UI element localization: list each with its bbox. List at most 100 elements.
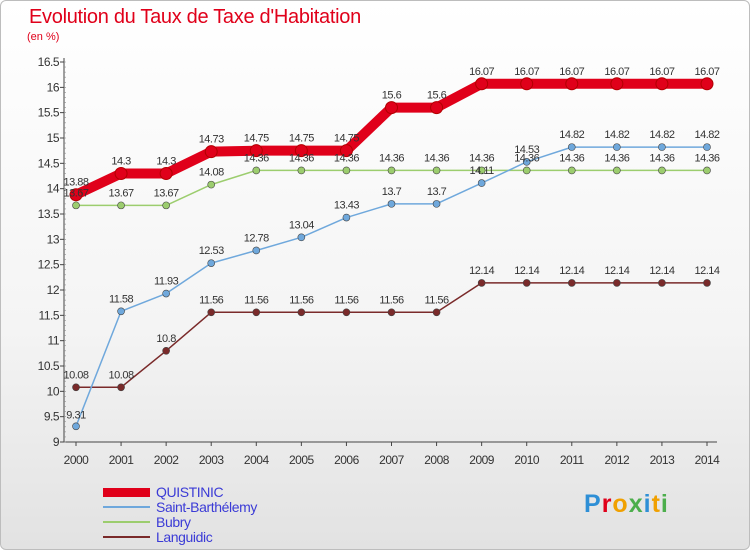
data-label: 12.14 [649, 265, 674, 277]
x-tick-label: 2003 [199, 453, 225, 467]
data-point [703, 143, 711, 151]
data-point [339, 144, 353, 158]
data-label: 14.36 [559, 152, 584, 164]
y-tick-label: 16.5 [38, 55, 60, 69]
data-point [342, 308, 351, 317]
data-point [252, 246, 261, 255]
data-label: 14.11 [470, 165, 495, 177]
data-point [69, 188, 83, 202]
data-label: 14.36 [514, 152, 539, 164]
y-tick-label: 11 [48, 334, 60, 348]
data-point [204, 145, 218, 159]
data-label: 13.67 [63, 187, 88, 199]
data-label: 15.6 [382, 90, 402, 102]
data-point [475, 77, 489, 91]
data-label: 14.36 [604, 152, 629, 164]
data-label: 11.58 [109, 293, 134, 305]
data-label: 15.6 [427, 90, 447, 102]
data-label: 14.3 [156, 155, 176, 167]
data-point [297, 233, 306, 242]
data-label: 16.07 [514, 66, 539, 78]
data-point [207, 308, 216, 317]
data-point [72, 422, 80, 431]
data-point [432, 166, 441, 175]
data-label: 16.07 [649, 66, 674, 78]
data-point [613, 166, 621, 175]
x-tick-label: 2002 [154, 453, 180, 467]
y-tick-label: 12 [47, 283, 60, 297]
data-point [613, 143, 621, 151]
data-point [522, 166, 531, 175]
data-point [387, 308, 396, 317]
logo-letter: i [643, 490, 652, 518]
data-point [520, 77, 534, 91]
data-label: 14.75 [244, 133, 269, 145]
data-point [387, 166, 396, 175]
y-tick-label: 9 [53, 435, 60, 449]
logo-letter: i [660, 490, 669, 518]
data-point [703, 279, 711, 287]
data-label: 14.53 [514, 144, 539, 156]
x-tick-label: 2006 [334, 453, 360, 467]
data-point [294, 144, 308, 158]
x-tick-label: 2004 [244, 453, 270, 467]
data-label: 14.36 [649, 152, 674, 164]
data-point [703, 166, 711, 175]
data-point [159, 166, 173, 180]
data-label: 13.7 [382, 186, 402, 198]
y-tick-label: 9.5 [44, 410, 60, 424]
data-label: 14.3 [111, 155, 131, 167]
data-point [342, 166, 351, 175]
chart-title: Evolution du Taux de Taxe d'Habitation [29, 6, 361, 28]
data-point [658, 143, 666, 151]
x-tick-label: 2005 [289, 453, 315, 467]
y-tick-label: 14 [47, 182, 60, 196]
data-point [114, 166, 128, 180]
legend-swatch [103, 506, 150, 508]
data-label: 14.82 [649, 129, 674, 141]
data-label: 14.08 [199, 167, 224, 179]
y-tick-label: 10 [47, 384, 60, 398]
data-label: 12.14 [559, 265, 584, 277]
data-label: 14.75 [334, 133, 359, 145]
x-tick-label: 2010 [514, 453, 540, 467]
data-point [72, 383, 80, 392]
data-point [610, 77, 624, 91]
data-point [700, 77, 714, 91]
y-tick-label: 16 [47, 80, 60, 94]
y-tick-label: 11.5 [39, 308, 60, 322]
data-point [72, 201, 80, 210]
data-label: 16.07 [469, 66, 494, 78]
y-tick-label: 15 [47, 131, 60, 145]
data-point [567, 279, 576, 287]
legend-swatch [103, 536, 150, 538]
data-label: 13.67 [109, 187, 134, 199]
data-label: 13.04 [289, 219, 314, 231]
data-point [207, 180, 216, 189]
data-label: 11.56 [199, 294, 224, 306]
data-label: 10.08 [109, 369, 134, 381]
data-point [252, 308, 261, 317]
data-point [117, 307, 125, 316]
data-point [658, 166, 666, 175]
data-point [297, 166, 306, 175]
y-tick-label: 10.5 [38, 359, 60, 373]
legend-label: Saint-Barthélemy [156, 499, 257, 515]
data-point [162, 289, 170, 298]
data-label: 14.75 [289, 133, 314, 145]
data-label: 14.36 [424, 152, 449, 164]
data-label: 14.82 [559, 129, 584, 141]
x-tick-label: 2001 [109, 453, 135, 467]
data-label: 11.56 [289, 294, 314, 306]
data-label: 11.56 [424, 294, 449, 306]
data-label: 9.31 [66, 409, 86, 421]
y-tick-label: 15.5 [38, 106, 60, 120]
data-label: 12.14 [469, 265, 494, 277]
data-label: 12.78 [244, 232, 269, 244]
data-label: 14.36 [379, 152, 404, 164]
y-tick-label: 14.5 [38, 156, 60, 170]
data-point [567, 143, 576, 151]
data-point [297, 308, 306, 317]
